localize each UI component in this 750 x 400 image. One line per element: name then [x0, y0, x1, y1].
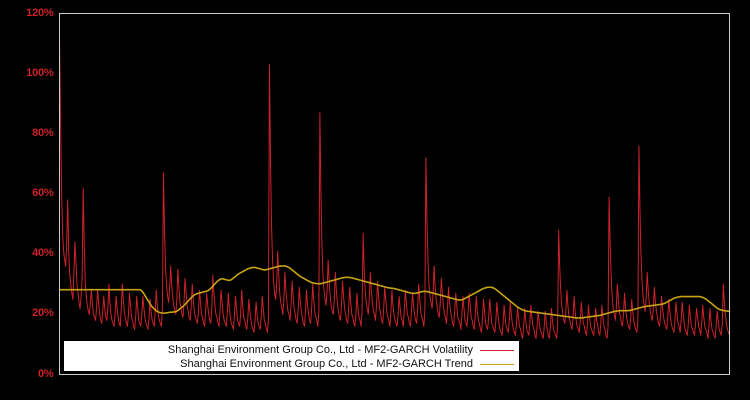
legend-swatch-volatility	[480, 349, 514, 351]
y-tick-label: 100%	[26, 66, 54, 79]
y-tick-label: 120%	[26, 6, 54, 19]
y-tick-label: 60%	[32, 187, 54, 199]
y-tick-label: 40%	[32, 247, 54, 260]
legend-swatch-trend	[480, 363, 514, 365]
y-tick-label: 0%	[38, 367, 54, 380]
chart-legend: Shanghai Environment Group Co., Ltd - MF…	[64, 341, 519, 371]
y-tick-label: 20%	[32, 307, 54, 320]
plot-frame-border	[59, 13, 730, 375]
series-volatility	[59, 37, 730, 339]
legend-entry-volatility: Shanghai Environment Group Co., Ltd - MF…	[65, 343, 518, 357]
legend-label-volatility: Shanghai Environment Group Co., Ltd - MF…	[167, 344, 473, 356]
plot-series-layer	[58, 37, 731, 339]
y-tick-label: 80%	[32, 126, 54, 139]
series-trend	[58, 265, 731, 319]
legend-entry-trend: Shanghai Environment Group Co., Ltd - MF…	[65, 357, 518, 371]
legend-label-trend: Shanghai Environment Group Co., Ltd - MF…	[180, 358, 473, 370]
